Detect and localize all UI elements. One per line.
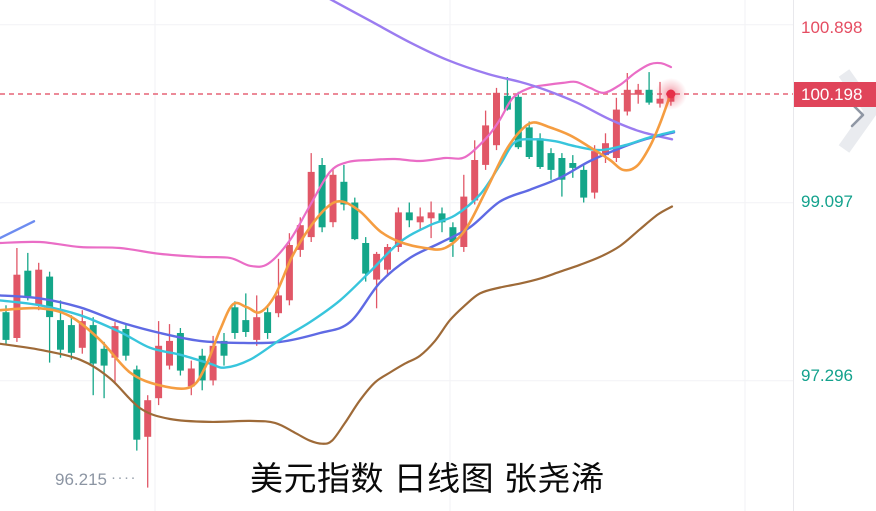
low-price-label: 96.215 <box>55 470 107 489</box>
low-price-annotation: 96.215 ···· <box>55 469 137 490</box>
current-price-badge: 100.198 <box>794 82 876 107</box>
chart-title: 美元指数 日线图 张尧浠 <box>250 460 605 497</box>
collapse-panel-chevron-icon[interactable] <box>850 102 865 128</box>
leader-dots: ···· <box>111 469 137 486</box>
axis-decorations <box>838 69 876 153</box>
axis-tick-top: 100.898 <box>801 18 863 37</box>
axis-tick-bottom: 97.296 <box>801 366 853 385</box>
price-axis: 100.898 100.198 99.097 97.296 <box>793 0 876 511</box>
axis-tick-mid: 99.097 <box>801 192 853 211</box>
